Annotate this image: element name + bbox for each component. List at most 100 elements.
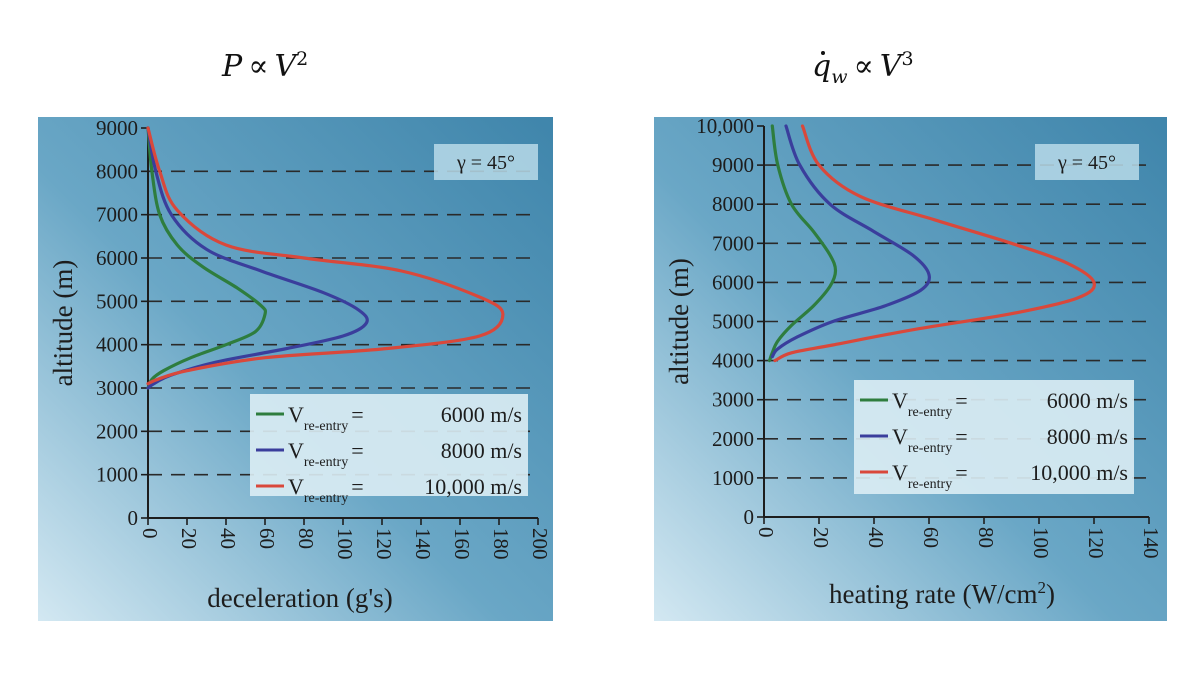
- y-tick-label: 8000: [712, 192, 754, 216]
- y-tick-label: 1000: [712, 466, 754, 490]
- x-tick-label: 100: [1029, 527, 1053, 559]
- legend-equals: =: [351, 474, 363, 499]
- x-tick-label: 80: [294, 528, 318, 549]
- annotation-box: [434, 144, 538, 180]
- y-tick-label: 6000: [96, 246, 138, 270]
- heating-rate-chart: 0 1000 2000 3000 4000 5000 6000 7000 8000 9000 10,…: [654, 117, 1167, 621]
- chart-background: [654, 117, 1167, 621]
- formula-deceleration: P ∝ V2: [222, 48, 308, 84]
- formula-rhs: V: [879, 49, 902, 84]
- legend-equals: =: [955, 460, 967, 485]
- y-tick-label: 7000: [96, 203, 138, 227]
- legend-equals: =: [351, 402, 363, 427]
- legend-subscript: re-entry: [908, 441, 952, 456]
- legend-subscript: re-entry: [908, 477, 952, 492]
- legend-equals: =: [955, 424, 967, 449]
- annotation-box: [1035, 144, 1139, 180]
- legend-label: Vre-entry =: [288, 402, 364, 434]
- y-tick-label: 1000: [96, 463, 138, 487]
- y-tick-label: 8000: [96, 159, 138, 183]
- legend-v: V: [892, 460, 908, 485]
- formula-exponent: 2: [296, 48, 309, 70]
- x-tick-label: 60: [255, 528, 279, 549]
- x-axis-label: heating rate (W/cm2): [829, 578, 1055, 609]
- chart-background: [38, 117, 553, 621]
- gamma-annotation: γ = 45°: [456, 152, 515, 174]
- x-tick-label: 120: [1084, 527, 1108, 559]
- x-tick-label: 80: [974, 527, 998, 548]
- formula-lhs: P: [222, 49, 243, 84]
- heating-rate-chart-svg: 010002000300040005000600070008000900010,…: [654, 117, 1167, 621]
- y-tick-label: 0: [128, 506, 139, 530]
- x-axis-label-text: heating rate (W/cm: [829, 579, 1037, 609]
- series-curve: [146, 126, 268, 390]
- series-curve: [146, 126, 505, 386]
- y-tick-label: 9000: [96, 117, 138, 140]
- x-tick-label: 100: [333, 528, 357, 560]
- x-tick-label: 40: [864, 527, 888, 548]
- legend-value: 6000 m/s: [1047, 388, 1128, 413]
- y-tick-label: 4000: [712, 349, 754, 373]
- legend-value: 6000 m/s: [441, 402, 522, 427]
- legend-subscript: re-entry: [908, 405, 952, 420]
- legend-value: 10,000 m/s: [1030, 460, 1128, 485]
- legend-subscript: re-entry: [304, 455, 348, 470]
- formula-exponent: 3: [901, 48, 914, 70]
- y-tick-label: 6000: [712, 270, 754, 294]
- y-tick-label: 7000: [712, 231, 754, 255]
- legend-v: V: [288, 438, 304, 463]
- x-tick-label: 160: [450, 528, 474, 560]
- legend-label: Vre-entry =: [892, 388, 968, 420]
- y-tick-label: 5000: [96, 289, 138, 313]
- y-tick-label: 3000: [712, 388, 754, 412]
- formula-subscript: w: [831, 66, 848, 88]
- legend-label: Vre-entry =: [892, 460, 968, 492]
- x-axis-label-superscript: 2: [1037, 578, 1046, 597]
- deceleration-chart-svg: 0 1000 2000 3000 4000 5000 6000 7000 8000 9000 0 20…: [38, 117, 553, 621]
- legend-box: [250, 394, 528, 496]
- x-tick-label: 140: [1139, 527, 1163, 559]
- series-curve: [770, 124, 931, 359]
- x-tick-label: 60: [919, 527, 943, 548]
- series-curve: [773, 124, 1096, 363]
- legend-subscript: re-entry: [304, 491, 348, 506]
- legend-subscript: re-entry: [304, 419, 348, 434]
- x-tick-label: 40: [216, 528, 240, 549]
- y-axis-label: altitude (m): [664, 258, 694, 385]
- x-tick-label: 0: [754, 527, 778, 538]
- legend-value: 8000 m/s: [1047, 424, 1128, 449]
- gamma-annotation: γ = 45°: [1057, 152, 1116, 174]
- legend-value: 8000 m/s: [441, 438, 522, 463]
- legend-box: [854, 380, 1134, 494]
- formula-lhs: q: [812, 49, 832, 84]
- legend-v: V: [892, 388, 908, 413]
- x-tick-label: 140: [411, 528, 435, 560]
- proportional-symbol: ∝: [248, 49, 269, 84]
- x-tick-label: 20: [177, 528, 201, 549]
- legend-equals: =: [351, 438, 363, 463]
- formula-rhs: V: [274, 49, 297, 84]
- deceleration-chart: 0 1000 2000 3000 4000 5000 6000 7000 8000 9000 0 20…: [38, 117, 553, 621]
- y-tick-label: 5000: [712, 310, 754, 334]
- legend-label: Vre-entry =: [288, 438, 364, 470]
- legend-v: V: [288, 474, 304, 499]
- proportional-symbol: ∝: [853, 49, 874, 84]
- y-tick-label: 2000: [712, 427, 754, 451]
- x-tick-label: 20: [809, 527, 833, 548]
- y-tick-label: 4000: [96, 333, 138, 357]
- legend-equals: =: [955, 388, 967, 413]
- x-axis-label: deceleration (g's): [207, 583, 393, 613]
- y-tick-label: 0: [744, 505, 755, 529]
- formula-heating-rate: qw ∝ V3: [812, 48, 914, 88]
- y-tick-label: 10,000: [696, 117, 754, 138]
- x-tick-label: 120: [372, 528, 396, 560]
- legend-v: V: [288, 402, 304, 427]
- legend-label: Vre-entry =: [288, 474, 364, 506]
- y-tick-label: 2000: [96, 419, 138, 443]
- series-curve: [767, 124, 838, 363]
- legend-label: Vre-entry =: [892, 424, 968, 456]
- y-tick-label: 9000: [712, 153, 754, 177]
- x-tick-label: 180: [489, 528, 513, 560]
- y-tick-label: 3000: [96, 376, 138, 400]
- y-axis-label: altitude (m): [48, 260, 78, 387]
